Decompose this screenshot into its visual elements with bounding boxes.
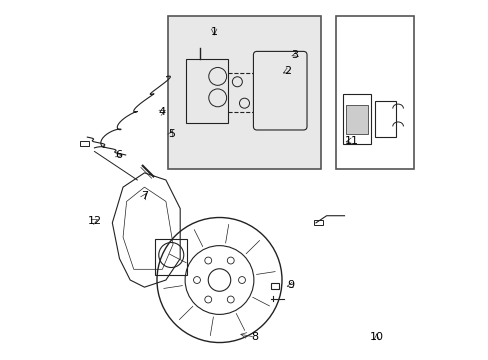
Bar xyxy=(271,283,279,289)
Bar xyxy=(167,16,321,169)
Text: 10: 10 xyxy=(369,332,383,342)
Text: 2: 2 xyxy=(283,66,290,76)
Bar xyxy=(155,239,187,275)
Text: 4: 4 xyxy=(158,107,165,117)
Bar xyxy=(313,220,323,225)
Text: 6: 6 xyxy=(115,150,122,160)
Bar xyxy=(185,59,228,123)
Bar xyxy=(342,94,370,144)
Text: 7: 7 xyxy=(141,191,148,201)
Text: 11: 11 xyxy=(344,136,358,146)
Bar xyxy=(335,16,413,169)
Text: 8: 8 xyxy=(251,332,258,342)
Bar xyxy=(346,105,367,134)
Text: 3: 3 xyxy=(290,50,297,60)
Text: 9: 9 xyxy=(287,280,294,291)
Text: 1: 1 xyxy=(210,27,217,37)
Text: 5: 5 xyxy=(167,129,174,139)
Text: 12: 12 xyxy=(87,216,102,226)
Bar xyxy=(374,102,395,137)
Bar xyxy=(80,141,89,146)
